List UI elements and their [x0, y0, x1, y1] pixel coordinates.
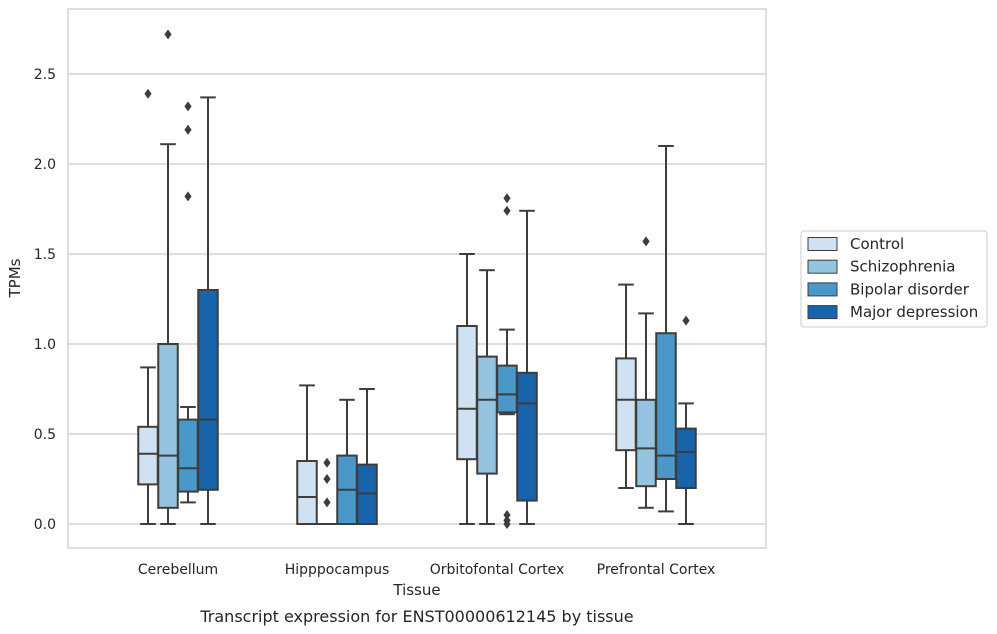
x-tick-label: Orbitofontal Cortex [430, 562, 565, 578]
legend-label: Bipolar disorder [850, 280, 970, 298]
outlier [503, 510, 511, 520]
legend-swatch [807, 282, 838, 297]
box [635, 236, 657, 509]
box-body [157, 343, 179, 509]
x-tick-label: Prefrontal Cortex [597, 562, 716, 578]
box [137, 88, 159, 525]
outlier [503, 515, 511, 526]
box-body [655, 332, 677, 481]
outlier [184, 101, 192, 112]
legend-frame [800, 230, 988, 328]
box-body [496, 364, 518, 414]
outlier [642, 236, 650, 247]
box-body [615, 357, 637, 452]
box-body [296, 460, 318, 525]
outlier [323, 497, 331, 508]
boxes [137, 29, 697, 529]
box-body [635, 398, 657, 488]
series-schizophrenia [157, 29, 657, 525]
box [615, 283, 637, 489]
box-body [516, 371, 538, 502]
series-major-depression [197, 96, 697, 526]
chart-caption: Transcript expression for ENST0000061214… [199, 607, 633, 626]
y-tick-label: 1.5 [34, 247, 56, 263]
box [496, 193, 518, 529]
outlier [164, 29, 172, 40]
outlier [184, 124, 192, 135]
box [317, 457, 337, 525]
x-axis-label: Tissue [392, 581, 440, 599]
box [177, 101, 199, 504]
outlier [323, 457, 331, 468]
y-tick-label: 0.5 [34, 427, 56, 443]
box-body [197, 289, 219, 491]
legend-label: Control [850, 235, 904, 253]
outlier [184, 191, 192, 202]
legend-label: Schizophrenia [850, 258, 955, 276]
y-tick-label: 2.0 [34, 157, 56, 173]
box [296, 384, 318, 525]
box [197, 96, 219, 525]
legend-swatch [807, 259, 838, 274]
y-tick-label: 1.0 [34, 337, 56, 353]
legend: Control Schizophrenia Bipolar disorder Majo… [800, 230, 988, 328]
box-body [456, 325, 478, 461]
outlier [503, 205, 511, 216]
box [655, 145, 677, 513]
box-body [177, 418, 199, 493]
plot-frame [67, 8, 767, 549]
box [336, 398, 358, 526]
x-tick-label: Hipppocampus [285, 562, 390, 578]
y-axis-label: TPMs [6, 258, 24, 298]
legend-swatch [807, 237, 838, 251]
y-tick-label: 0.0 [34, 517, 56, 533]
legend-label: Major depression [850, 303, 978, 321]
outlier [323, 474, 331, 484]
box [456, 253, 478, 525]
box-body [675, 427, 697, 490]
x-tick-label: Cerebellum [138, 562, 218, 578]
legend-swatch [807, 305, 838, 320]
outlier [503, 193, 511, 204]
outlier [144, 88, 152, 99]
y-tick-label: 2.5 [34, 67, 56, 83]
box [157, 29, 179, 525]
box [675, 315, 697, 525]
series-bipolar-disorder [177, 101, 677, 529]
box [476, 269, 498, 525]
box [356, 388, 378, 526]
box-body [476, 355, 498, 475]
box-body [137, 425, 159, 486]
outlier [682, 315, 690, 326]
y-axis-ticks: 0.0 0.5 1.0 1.5 2.0 2.5 [34, 67, 56, 533]
box [516, 209, 538, 525]
x-axis-ticks: Cerebellum Hipppocampus Orbitofontal Corte… [138, 562, 715, 578]
